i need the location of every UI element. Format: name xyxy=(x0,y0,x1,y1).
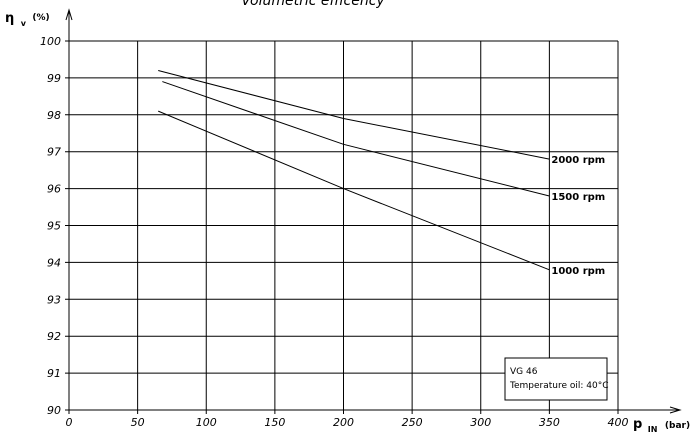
x-axis-label: p IN (bar) xyxy=(633,415,690,436)
x-tick-label-50: 50 xyxy=(131,416,145,429)
annotation-line-1: VG 46 xyxy=(510,367,538,377)
y-tick-label-90: 90 xyxy=(47,404,61,417)
annotation-box: VG 46 Temperature oil: 40°C xyxy=(504,357,609,401)
series-label-2: 1000 rpm xyxy=(551,266,605,277)
y-tick-label-91: 91 xyxy=(47,367,61,380)
y-tick-label-100: 100 xyxy=(40,35,61,48)
y-tick-label-97: 97 xyxy=(47,146,61,159)
series-labels: 2000 rpm 1500 rpm 1000 rpm xyxy=(551,155,605,277)
x-tick-label-200: 200 xyxy=(333,416,354,429)
y-axis-arrow xyxy=(65,8,73,21)
annotation-line-2: Temperature oil: 40°C xyxy=(509,381,609,391)
y-axis-unit: (%) xyxy=(32,13,49,23)
tick-labels: 90 91 92 93 94 95 96 97 98 99 100 0 50 100 150 200 250 30… xyxy=(40,35,629,429)
y-axis-label: η v (%) xyxy=(5,9,50,30)
x-tick-label-250: 250 xyxy=(402,416,423,429)
series-label-1: 1500 rpm xyxy=(551,192,605,203)
x-tick-label-0: 0 xyxy=(66,416,73,429)
x-axis-symbol: p xyxy=(633,417,642,432)
x-tick-label-150: 150 xyxy=(264,416,285,429)
series-line-0 xyxy=(158,70,550,160)
axes xyxy=(65,8,682,414)
y-tick-label-94: 94 xyxy=(47,256,61,269)
chart-title: Volumetric efficency xyxy=(241,0,385,9)
series-line-1 xyxy=(162,81,550,197)
series-line-2 xyxy=(158,110,550,271)
y-tick-label-98: 98 xyxy=(47,109,61,122)
y-tick-label-99: 99 xyxy=(47,72,61,85)
series-label-0: 2000 rpm xyxy=(551,155,605,166)
y-tick-label-93: 93 xyxy=(47,293,61,306)
y-tick-label-96: 96 xyxy=(47,183,61,196)
x-axis-arrow xyxy=(669,406,682,414)
y-axis-subscript: v xyxy=(21,19,27,28)
x-axis-unit: (bar) xyxy=(665,421,690,431)
x-tick-label-350: 350 xyxy=(539,416,560,429)
x-tick-label-300: 300 xyxy=(470,416,491,429)
y-tick-label-95: 95 xyxy=(47,220,61,233)
x-tick-label-100: 100 xyxy=(196,416,217,429)
series-lines xyxy=(158,70,550,271)
y-axis-symbol: η xyxy=(5,11,14,26)
x-tick-label-400: 400 xyxy=(608,416,629,429)
y-tick-label-92: 92 xyxy=(47,330,61,343)
x-axis-subscript: IN xyxy=(648,425,658,434)
